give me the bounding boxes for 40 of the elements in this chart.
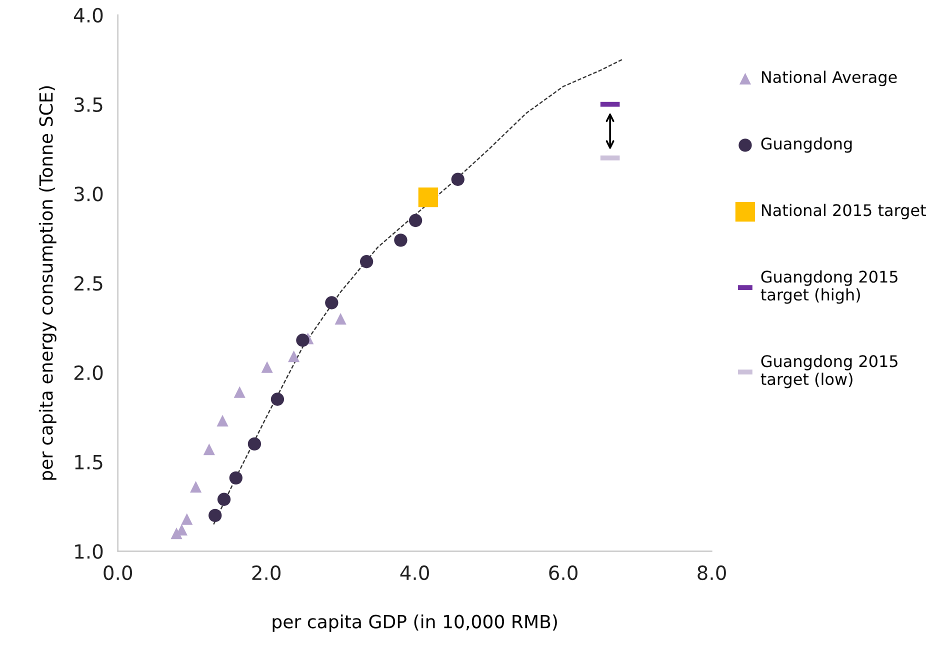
y-tick-label: 2.5 (74, 276, 102, 291)
legend-label: Guangdong 2015 target (high) (760, 270, 898, 304)
y-axis-title: per capita energy consumption (Tonne SCE) (38, 86, 56, 480)
legend-label: Guangdong (761, 137, 852, 153)
x-axis-title: per capita GDP (in 10,000 RMB) (272, 614, 557, 632)
point (217, 492, 231, 506)
y-tick-label: 3.5 (74, 97, 102, 112)
y-tick-label: 4.0 (74, 8, 103, 23)
legend-label: National 2015 target (762, 204, 926, 220)
point (270, 392, 284, 406)
x-tick-label: 2.0 (252, 565, 281, 580)
y-tick-label: 3.0 (74, 186, 103, 202)
point (394, 234, 408, 247)
point (360, 255, 374, 268)
x-tick-label: 6.0 (549, 565, 578, 580)
point (334, 313, 346, 325)
legend-label: National Average (762, 70, 897, 86)
y-tick-label: 1.5 (75, 455, 102, 470)
point (248, 437, 262, 451)
point (234, 386, 246, 398)
point (288, 350, 300, 362)
point (418, 187, 438, 208)
point (203, 444, 215, 456)
x-tick-label: 8.0 (698, 565, 726, 580)
point (190, 481, 202, 493)
legend-label: Guangdong 2015 target (low) (760, 354, 898, 388)
point (408, 214, 422, 228)
point (208, 508, 222, 522)
y-tick-label: 2.0 (74, 365, 103, 380)
x-tick-label: 4.0 (400, 565, 429, 580)
point (216, 414, 228, 427)
point (325, 296, 338, 310)
point (229, 471, 242, 484)
point (181, 513, 193, 525)
x-tick-label: 0.0 (104, 565, 132, 580)
line-series (213, 59, 623, 526)
point (261, 361, 273, 373)
point (296, 334, 310, 347)
point (451, 172, 464, 186)
y-tick-label: 1.0 (75, 544, 103, 559)
